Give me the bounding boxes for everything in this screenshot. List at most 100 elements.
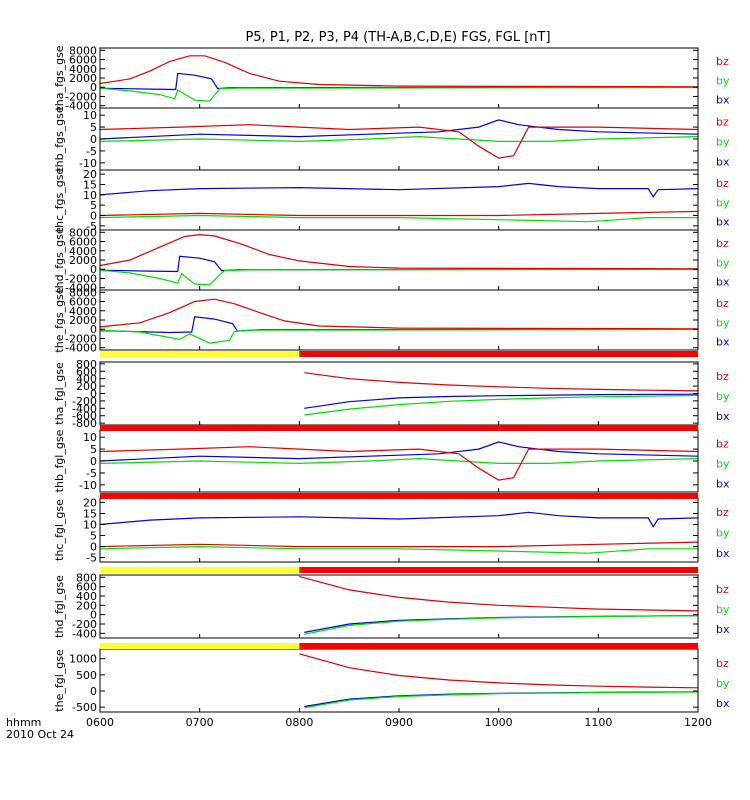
x-tick-label: 0900 [385,716,413,729]
series-by-the_fgs_gse [99,328,699,344]
y-tick-label: -2000 [65,90,97,103]
legend-by-tha_fgl_gse: by [716,390,730,403]
panel-frame-the_fgl_gse [99,648,699,713]
x-tick-label: 0800 [285,716,313,729]
y-axis-label: thd_fgl_gse [53,575,66,638]
y-axis-label: thb_fgl_gse [53,429,66,492]
legend-by-tha_fgs_gse: by [716,74,730,87]
y-tick-label: 6000 [69,54,97,67]
y-tick-label: 4000 [69,245,97,258]
y-tick-label: 600 [76,581,97,594]
legend-by-thc_fgl_gse: by [716,527,730,540]
legend-by-thd_fgl_gse: by [716,603,730,616]
series-bx-thc_fgl_gse [99,511,699,528]
y-tick-label: 500 [76,669,97,682]
legend-by-the_fgl_gse: by [716,677,730,690]
status-bar-bar_red [299,643,698,649]
y-tick-label: 0 [90,455,97,468]
legend-by-thd_fgs_gse: by [716,256,730,269]
legend-by-thc_fgs_gse: by [716,196,730,209]
legend-bx-tha_fgs_gse: bx [716,94,730,107]
panel-frame-thd_fgl_gse [99,574,699,639]
y-tick-label: 2000 [69,72,97,85]
y-tick-label: 800 [76,571,97,584]
y-tick-label: 10 [83,109,97,122]
y-tick-label: 1000 [69,653,97,666]
status-bar-bar_red [299,351,698,357]
series-by-thc_fgs_gse [99,214,698,223]
series-bz-thb_fgs_gse [99,124,699,159]
legend-bx-tha_fgl_gse: bx [716,410,730,423]
y-tick-label: 200 [76,599,97,612]
series-by-thc_fgl_gse [99,545,698,554]
y-tick-label: -400 [72,402,97,415]
legend-bz-thb_fgs_gse: bz [716,116,729,129]
legend-bz-the_fgl_gse: bz [716,657,729,670]
y-tick-label: 4000 [69,305,97,318]
panel-frame-tha_fgs_gse [99,47,699,109]
series-by-thd_fgl_gse [304,615,699,635]
y-tick-label: 0 [90,609,97,622]
y-tick-label: -4000 [65,282,97,295]
panel-the_fgl_gse: 1000 500 0 -500 the_fgl_gse bz by bx [53,648,730,714]
series-bz-thd_fgl_gse [299,575,699,612]
y-tick-label: -4000 [65,100,97,113]
legend-bx-the_fgl_gse: bx [716,697,730,710]
series-by-the_fgl_gse [304,691,699,709]
series-by-thb_fgs_gse [99,135,699,143]
series-bz-tha_fgs_gse [99,55,699,88]
status-bars [100,351,698,649]
series-by-thd_fgs_gse [99,268,699,286]
y-tick-label: -400 [72,627,97,640]
status-bar-bar_red [299,567,698,573]
y-tick-label: 10 [83,431,97,444]
y-tick-label: 600 [76,365,97,378]
y-tick-label: 2000 [69,254,97,267]
y-tick-label: 0 [90,81,97,94]
panel-frame-thc_fgl_gse [99,497,699,563]
y-tick-label: 0 [90,263,97,276]
y-tick-label: -2000 [65,272,97,285]
status-bar-bar_yellow [100,643,300,649]
y-tick-label: 10 [83,189,97,202]
series-bz-the_fgl_gse [299,653,699,689]
y-tick-label: 0 [90,133,97,146]
y-tick-label: 5 [90,443,97,456]
y-axis-label: the_fgs_gse [53,287,66,352]
legend-bx-the_fgs_gse: bx [716,336,730,349]
panel-frame-thd_fgs_gse [99,229,699,291]
x-tick-label: 1000 [485,716,513,729]
series-by-tha_fgs_gse [99,86,699,102]
legend-bx-thd_fgs_gse: bx [716,276,730,289]
y-tick-label: 2000 [69,314,97,327]
legend-bz-thc_fgs_gse: bz [716,177,729,190]
y-tick-label: 0 [90,323,97,336]
y-axis-label: thc_fgs_gse [53,168,66,233]
y-tick-label: -200 [72,618,97,631]
legend-bz-tha_fgl_gse: bz [716,370,729,383]
y-tick-label: -5 [86,467,97,480]
legend-bz-thc_fgl_gse: bz [716,506,729,519]
y-tick-label: 20 [83,168,97,181]
series-bz-thc_fgs_gse [99,210,699,217]
y-axis-label: tha_fgs_gse [53,45,66,110]
y-tick-label: 5 [90,199,97,212]
y-tick-label: 10 [83,518,97,531]
y-axis-label: thb_fgs_gse [53,106,66,172]
status-bar-bar_red [100,425,698,431]
y-tick-label: -600 [72,410,97,423]
y-tick-label: 0 [90,388,97,401]
x-tick-label: 1200 [684,716,712,729]
y-tick-label: 8000 [69,226,97,239]
legend-bz-thb_fgl_gse: bz [716,438,729,451]
legend-bx-thb_fgl_gse: bx [716,477,730,490]
y-tick-label: -200 [72,395,97,408]
y-tick-label: 0 [90,541,97,554]
legend-bz-thd_fgl_gse: bz [716,583,729,596]
